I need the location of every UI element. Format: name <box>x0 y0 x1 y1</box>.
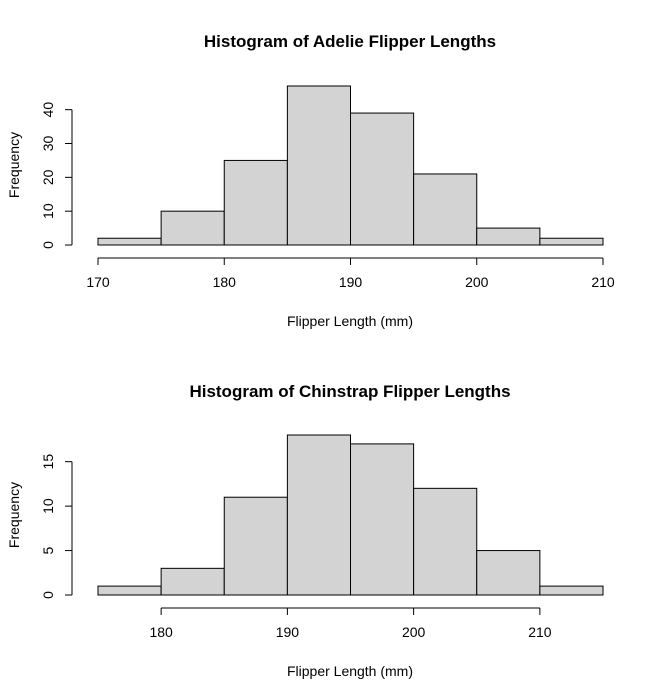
histogram-bar <box>350 112 415 246</box>
y-tick-label: 0 <box>40 241 56 249</box>
y-axis: 0 10 20 30 40 <box>40 102 73 249</box>
x-axis-label: Flipper Length (mm) <box>287 313 413 329</box>
y-tick-label: 40 <box>40 102 56 118</box>
y-axis: 0 5 10 15 <box>40 454 73 599</box>
x-tick-label: 180 <box>213 274 237 290</box>
y-tick-label: 20 <box>40 169 56 185</box>
histogram-bar <box>160 210 225 246</box>
y-tick-label: 15 <box>40 454 56 470</box>
x-tick-label: 200 <box>465 274 489 290</box>
x-axis: 180 190 200 210 <box>149 607 552 640</box>
y-tick-label: 10 <box>40 498 56 514</box>
x-axis-label: Flipper Length (mm) <box>287 663 413 679</box>
x-tick-label: 190 <box>276 624 300 640</box>
y-axis-label: Frequency <box>6 132 22 198</box>
histogram-bar <box>350 443 415 596</box>
histogram-bar <box>286 434 351 596</box>
y-tick-label: 30 <box>40 136 56 152</box>
adelie-histogram-panel: Histogram of Adelie Flipper Lengths Flip… <box>6 32 615 329</box>
x-tick-label: 200 <box>402 624 426 640</box>
x-tick-label: 180 <box>149 624 173 640</box>
histogram-bar <box>97 585 162 596</box>
histogram-bar <box>476 227 541 246</box>
y-tick-label: 10 <box>40 203 56 219</box>
bars <box>97 434 604 596</box>
chart-title: Histogram of Adelie Flipper Lengths <box>204 32 496 51</box>
histogram-bar <box>160 567 225 596</box>
histogram-bar <box>223 159 288 246</box>
histogram-bar <box>97 237 162 246</box>
chinstrap-histogram-panel: Histogram of Chinstrap Flipper Lengths F… <box>6 382 604 679</box>
histogram-bar <box>539 237 604 246</box>
histogram-bar <box>476 550 541 596</box>
y-tick-label: 5 <box>40 546 56 554</box>
histogram-bar <box>539 585 604 596</box>
x-tick-label: 210 <box>591 274 615 290</box>
x-axis: 170 180 190 200 210 <box>86 257 615 290</box>
x-tick-label: 170 <box>86 274 110 290</box>
x-tick-label: 210 <box>528 624 552 640</box>
histogram-bar <box>413 487 478 596</box>
bars <box>97 85 604 246</box>
histogram-bar <box>286 85 351 246</box>
y-tick-label: 0 <box>40 591 56 599</box>
chart-title: Histogram of Chinstrap Flipper Lengths <box>189 382 510 401</box>
x-tick-label: 190 <box>339 274 363 290</box>
histogram-bar <box>413 173 478 246</box>
histogram-bar <box>223 496 288 596</box>
y-axis-label: Frequency <box>6 482 22 548</box>
